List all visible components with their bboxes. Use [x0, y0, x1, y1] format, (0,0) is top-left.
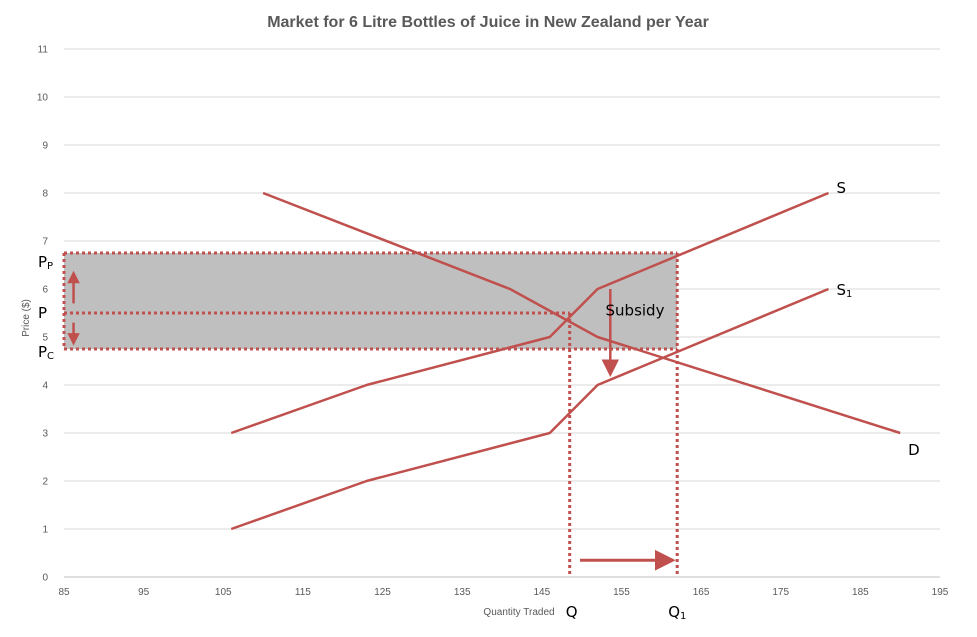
- y-tick-7: 7: [42, 237, 48, 248]
- curve-d: [262, 191, 901, 435]
- curve-s1: [230, 287, 829, 531]
- y-tick-9: 9: [42, 141, 48, 152]
- y-tick-4: 4: [42, 381, 48, 392]
- p-label: P: [38, 304, 47, 322]
- curve-s: [230, 191, 829, 435]
- x-tick-labels: 85 95 105 115 125 135 145 155 165 175 185 195: [58, 587, 948, 598]
- pp-label: PP: [38, 253, 53, 272]
- x-tick-125: 125: [374, 587, 391, 598]
- y-tick-11: 11: [38, 45, 49, 56]
- x-tick-145: 145: [533, 587, 550, 598]
- x-tick-95: 95: [138, 587, 150, 598]
- subsidy-label: Subsidy: [606, 302, 665, 320]
- y-tick-1: 1: [42, 525, 48, 536]
- y-tick-labels: 0 1 2 3 4 5 6 7 8 9 10 11: [37, 45, 49, 584]
- s1-curve-label: S1: [836, 281, 852, 300]
- x-tick-155: 155: [613, 587, 630, 598]
- y-tick-10: 10: [37, 93, 49, 104]
- x-tick-85: 85: [58, 587, 70, 598]
- x-tick-135: 135: [454, 587, 471, 598]
- x-tick-185: 185: [852, 587, 869, 598]
- x-tick-165: 165: [693, 587, 710, 598]
- x-tick-175: 175: [772, 587, 789, 598]
- y-tick-2: 2: [42, 477, 48, 488]
- x-tick-115: 115: [295, 587, 311, 598]
- x-tick-105: 105: [215, 587, 232, 598]
- y-axis-title: Price ($): [21, 299, 32, 337]
- y-tick-5: 5: [42, 333, 48, 344]
- q-label: Q: [566, 603, 578, 621]
- y-tick-6: 6: [42, 285, 48, 296]
- y-tick-3: 3: [42, 429, 48, 440]
- curves: [230, 191, 901, 531]
- q1-label: Q1: [668, 603, 686, 622]
- chart-title: Market for 6 Litre Bottles of Juice in N…: [267, 14, 709, 31]
- arrows: [67, 270, 676, 571]
- shaded-rect: [64, 253, 678, 349]
- dotted-guides: [62, 251, 679, 577]
- y-tick-8: 8: [42, 189, 48, 200]
- annotation-labels: S S1 D Subsidy PP P PC Q Q1: [38, 179, 920, 622]
- x-axis-title: Quantity Traded: [483, 607, 554, 618]
- subsidy-shaded-region: [64, 253, 678, 349]
- s-curve-label: S: [836, 179, 846, 197]
- x-tick-195: 195: [932, 587, 949, 598]
- pc-label: PC: [38, 343, 54, 362]
- y-tick-0: 0: [42, 573, 48, 584]
- d-curve-label: D: [908, 441, 920, 459]
